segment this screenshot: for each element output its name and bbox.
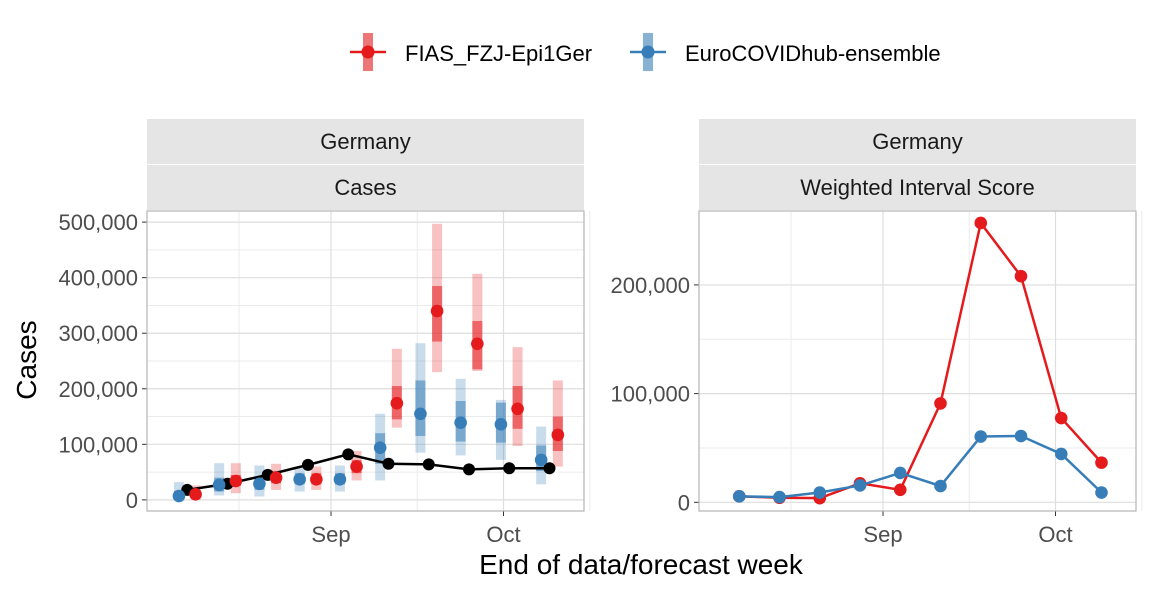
y-axis-label: Cases <box>11 320 42 399</box>
x-tick-label: Sep <box>863 522 902 547</box>
y-tick-label: 200,000 <box>610 273 690 298</box>
score-point <box>934 479 947 493</box>
observed-line <box>187 453 550 492</box>
score-point <box>934 397 947 410</box>
score-point <box>1095 456 1108 469</box>
facet-strip-label: Cases <box>334 175 396 200</box>
median-point <box>534 453 548 467</box>
x-tick-label: Oct <box>486 522 520 547</box>
observed-point <box>382 457 395 470</box>
median-point <box>494 418 508 431</box>
median-point <box>471 337 484 351</box>
median-point <box>350 460 363 473</box>
facet-strip <box>699 119 1136 164</box>
score-point <box>853 479 867 492</box>
median-point <box>454 416 467 429</box>
x-tick-label: Oct <box>1038 522 1072 547</box>
legend-label: FIAS_FZJ-Epi1Ger <box>405 41 592 66</box>
median-point <box>430 304 444 318</box>
y-tick-label: 400,000 <box>58 266 138 291</box>
facet-strip <box>147 165 584 210</box>
observed-point <box>463 463 475 476</box>
median-point <box>212 478 226 492</box>
x-tick-label: Sep <box>311 522 350 547</box>
facet-strip-label: Germany <box>320 129 410 154</box>
facet-strip-label: Germany <box>872 129 962 154</box>
observed-point <box>543 462 556 475</box>
median-point <box>293 473 306 486</box>
median-point <box>333 473 347 486</box>
score-point <box>893 483 907 497</box>
y-tick-label: 300,000 <box>58 321 138 346</box>
score-point <box>773 490 786 504</box>
legend-point-key <box>361 45 375 59</box>
median-point <box>229 474 243 488</box>
observed-point <box>302 458 314 471</box>
median-point <box>373 441 387 454</box>
legend-label: EuroCOVIDhub-ensemble <box>685 41 941 66</box>
score-point <box>1095 486 1108 499</box>
median-point <box>511 402 524 416</box>
median-point <box>390 396 404 410</box>
cases-panel: Germany Cases 0 100,000 200,000 300,000 400,00… <box>58 119 591 547</box>
y-tick-label: 0 <box>126 488 138 513</box>
y-tick-label: 100,000 <box>610 382 690 407</box>
y-tick-label: 0 <box>678 490 690 515</box>
y-tick-label: 200,000 <box>58 377 138 402</box>
score-point <box>893 466 907 480</box>
score-line <box>739 434 1103 499</box>
median-point <box>269 471 283 484</box>
panel-border <box>698 210 1137 512</box>
legend: FIAS_FZJ-Epi1Ger EuroCOVIDhub-ensemble <box>350 33 941 71</box>
wis-panel: Germany Weighted Interval Score 0 100,000 20… <box>610 119 1143 547</box>
facet-strip-label: Weighted Interval Score <box>800 175 1034 200</box>
median-point <box>253 477 266 491</box>
x-axis-label: End of data/forecast week <box>479 549 804 580</box>
legend-point-key <box>641 45 655 59</box>
score-line <box>739 220 1103 500</box>
score-point <box>974 216 988 230</box>
facet-strip <box>699 165 1136 210</box>
panel-border <box>146 210 585 512</box>
median-point <box>172 489 186 503</box>
score-point <box>732 490 746 503</box>
observed-point <box>503 462 516 475</box>
score-point <box>1054 447 1068 461</box>
score-point <box>813 486 827 499</box>
y-tick-label: 500,000 <box>58 210 138 235</box>
median-point <box>189 488 202 501</box>
score-point <box>1014 269 1028 283</box>
score-point <box>974 430 988 443</box>
score-point <box>1014 429 1028 443</box>
median-point <box>414 407 427 421</box>
y-tick-label: 100,000 <box>58 432 138 457</box>
observed-point <box>342 448 355 461</box>
median-point <box>551 428 565 442</box>
facet-strip <box>147 119 584 164</box>
observed-point <box>422 458 435 471</box>
score-point <box>1054 411 1068 425</box>
median-point <box>310 473 323 486</box>
